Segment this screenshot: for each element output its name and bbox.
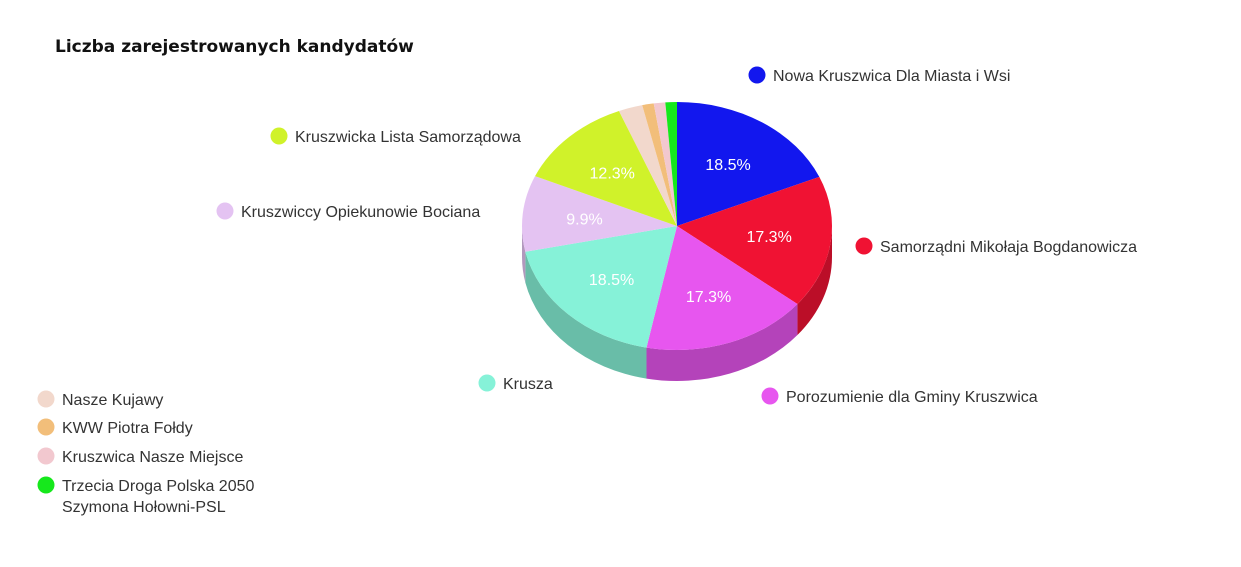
legend-label-9: Trzecia Droga Polska 2050 Szymona Hołowni… <box>62 478 254 516</box>
legend-label-0: Nowa Kruszwica Dla Miasta i Wsi <box>773 68 1010 85</box>
legend-item-2: Porozumienie dla Gminy Kruszwica <box>761 387 1038 406</box>
pie-slice-4 <box>522 176 677 252</box>
pie-slice-8 <box>653 102 677 226</box>
legend-marker-4 <box>216 202 234 220</box>
legend-label-2: Porozumienie dla Gminy Kruszwica <box>786 389 1038 406</box>
slice-label-5: 12.3% <box>590 166 635 183</box>
pie-slice-1 <box>677 176 832 305</box>
slice-label-2: 17.3% <box>686 289 731 306</box>
legend-item-5: Kruszwicka Lista Samorządowa <box>270 127 521 146</box>
legend-item-9: Trzecia Droga Polska 2050 Szymona Hołowni… <box>37 476 254 516</box>
legend-marker-9 <box>37 476 55 494</box>
legend-label-3: Krusza <box>503 376 553 393</box>
legend-marker-7 <box>37 418 55 436</box>
legend: Nowa Kruszwica Dla Miasta i Wsi Samorządn… <box>37 66 1137 516</box>
pie-side-4 <box>522 226 526 283</box>
legend-item-8: Kruszwica Nasze Miejsce <box>37 447 243 466</box>
slice-label-4: 9.9% <box>566 211 602 228</box>
legend-marker-8 <box>37 447 55 465</box>
legend-label-7: KWW Piotra Fołdy <box>62 420 193 437</box>
pie-labels: 18.5% 17.3% 17.3% 18.5% 9.9% 12.3% <box>566 157 792 306</box>
legend-item-7: KWW Piotra Fołdy <box>37 418 193 437</box>
pie-side-3 <box>525 251 647 379</box>
legend-item-0: Nowa Kruszwica Dla Miasta i Wsi <box>748 66 1010 85</box>
legend-label-8: Kruszwica Nasze Miejsce <box>62 449 243 466</box>
legend-marker-3 <box>478 374 496 392</box>
slice-label-3: 18.5% <box>589 272 634 289</box>
legend-item-3: Krusza <box>478 374 553 393</box>
pie-slice-6 <box>618 105 677 226</box>
legend-item-4: Kruszwiccy Opiekunowie Bociana <box>216 202 480 221</box>
pie-slice-3 <box>525 226 677 348</box>
slice-label-0: 18.5% <box>705 157 750 174</box>
legend-marker-0 <box>748 66 766 84</box>
legend-label-1: Samorządni Mikołaja Bogdanowicza <box>880 239 1137 256</box>
pie-side-1 <box>797 226 832 336</box>
legend-item-6: Nasze Kujawy <box>37 390 163 409</box>
legend-marker-5 <box>270 127 288 145</box>
pie-slice-0 <box>677 102 820 226</box>
slice-label-1: 17.3% <box>746 229 791 246</box>
pie-side-2 <box>646 304 798 381</box>
pie-slice-5 <box>535 111 677 226</box>
legend-label-line: Trzecia Droga Polska 2050 <box>62 478 254 495</box>
pie-slices <box>522 102 832 350</box>
pie-slice-9 <box>665 102 677 226</box>
pie-slice-7 <box>642 103 677 226</box>
legend-item-1: Samorządni Mikołaja Bogdanowicza <box>855 237 1137 256</box>
pie-slice-2 <box>646 226 798 350</box>
legend-marker-1 <box>855 237 873 255</box>
legend-label-line: Szymona Hołowni-PSL <box>62 499 226 516</box>
legend-label-5: Kruszwicka Lista Samorządowa <box>295 129 521 146</box>
legend-marker-2 <box>761 387 779 405</box>
legend-marker-6 <box>37 390 55 408</box>
chart-title: Liczba zarejestrowanych kandydatów <box>55 37 414 57</box>
legend-label-6: Nasze Kujawy <box>62 392 163 409</box>
legend-label-4: Kruszwiccy Opiekunowie Bociana <box>241 204 480 221</box>
pie-sides <box>522 226 832 381</box>
